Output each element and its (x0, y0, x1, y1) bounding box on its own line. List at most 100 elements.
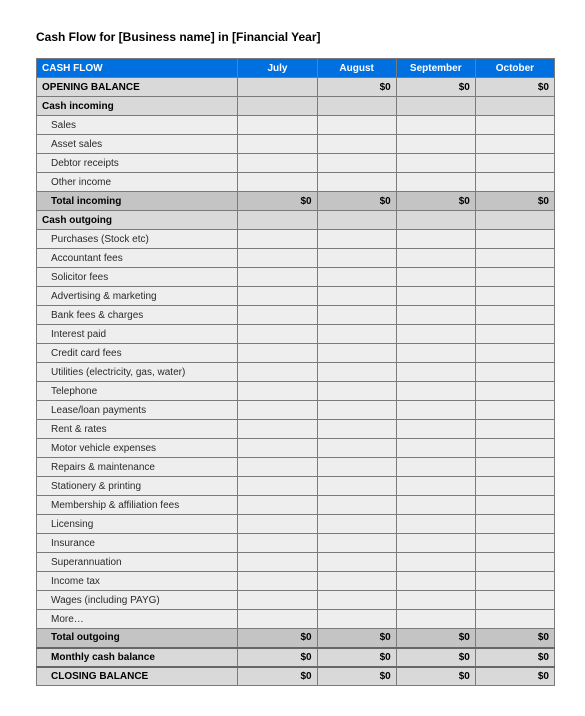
month-col: October (475, 59, 554, 78)
incoming-item-row: Debtor receipts (37, 154, 555, 173)
outgoing-item-row-val (475, 591, 554, 610)
outgoing-section-label: Cash outgoing (37, 211, 238, 230)
outgoing-item-row-label: Accountant fees (37, 249, 238, 268)
opening-balance-row-val: $0 (475, 78, 554, 97)
outgoing-item-row-label: Utilities (electricity, gas, water) (37, 363, 238, 382)
incoming-section-cell (317, 97, 396, 116)
month-col: July (238, 59, 317, 78)
outgoing-item-row-label: Bank fees & charges (37, 306, 238, 325)
outgoing-item-row-val (317, 306, 396, 325)
outgoing-item-row-val (238, 268, 317, 287)
outgoing-item-row-label: Wages (including PAYG) (37, 591, 238, 610)
opening-balance-row-val (238, 78, 317, 97)
outgoing-item-row-val (238, 230, 317, 249)
outgoing-item-row-val (475, 477, 554, 496)
outgoing-item-row-label: Superannuation (37, 553, 238, 572)
incoming-total-row-val: $0 (238, 192, 317, 211)
outgoing-item-row: Telephone (37, 382, 555, 401)
incoming-item-row-val (396, 173, 475, 192)
outgoing-item-row-val (396, 382, 475, 401)
outgoing-item-row: Insurance (37, 534, 555, 553)
outgoing-total-row-val: $0 (238, 629, 317, 648)
outgoing-item-row: Lease/loan payments (37, 401, 555, 420)
outgoing-item-row-val (317, 572, 396, 591)
outgoing-item-row-val (475, 363, 554, 382)
outgoing-item-row-label: Lease/loan payments (37, 401, 238, 420)
outgoing-item-row-label: More… (37, 610, 238, 629)
outgoing-item-row-val (238, 496, 317, 515)
incoming-item-row-val (475, 116, 554, 135)
outgoing-item-row-val (317, 515, 396, 534)
monthly-balance-row-val: $0 (475, 648, 554, 667)
outgoing-item-row-val (238, 534, 317, 553)
outgoing-item-row: Stationery & printing (37, 477, 555, 496)
outgoing-item-row-val (475, 249, 554, 268)
incoming-item-row-val (317, 116, 396, 135)
outgoing-item-row: Credit card fees (37, 344, 555, 363)
outgoing-item-row-val (475, 496, 554, 515)
incoming-item-row-val (238, 154, 317, 173)
outgoing-section-cell (475, 211, 554, 230)
incoming-item-row-val (475, 154, 554, 173)
outgoing-item-row-val (396, 306, 475, 325)
outgoing-section-cell (396, 211, 475, 230)
outgoing-item-row-val (475, 344, 554, 363)
outgoing-item-row-val (396, 363, 475, 382)
outgoing-item-row-val (475, 610, 554, 629)
outgoing-item-row: Wages (including PAYG) (37, 591, 555, 610)
outgoing-item-row: Superannuation (37, 553, 555, 572)
outgoing-item-row-label: Licensing (37, 515, 238, 534)
outgoing-item-row-val (317, 230, 396, 249)
incoming-item-row-label: Asset sales (37, 135, 238, 154)
outgoing-item-row-val (238, 553, 317, 572)
page-title: Cash Flow for [Business name] in [Financ… (36, 30, 555, 44)
opening-balance-row-label: OPENING BALANCE (37, 78, 238, 97)
outgoing-item-row: More… (37, 610, 555, 629)
outgoing-item-row: Rent & rates (37, 420, 555, 439)
outgoing-item-row-val (317, 496, 396, 515)
incoming-item-row-val (396, 116, 475, 135)
header-label: CASH FLOW (37, 59, 238, 78)
outgoing-item-row-val (396, 230, 475, 249)
outgoing-item-row-val (238, 325, 317, 344)
incoming-item-row-label: Other income (37, 173, 238, 192)
incoming-item-row: Other income (37, 173, 555, 192)
monthly-balance-row-val: $0 (238, 648, 317, 667)
outgoing-item-row-val (238, 249, 317, 268)
closing-balance-row-val: $0 (396, 667, 475, 686)
incoming-section-cell (396, 97, 475, 116)
monthly-balance-row-label: Monthly cash balance (37, 648, 238, 667)
incoming-item-row-label: Sales (37, 116, 238, 135)
outgoing-item-row-val (396, 610, 475, 629)
outgoing-item-row: Utilities (electricity, gas, water) (37, 363, 555, 382)
header-row: CASH FLOW July August September October (37, 59, 555, 78)
incoming-section-cell (475, 97, 554, 116)
outgoing-item-row-val (317, 534, 396, 553)
outgoing-item-row-val (317, 268, 396, 287)
incoming-item-row-val (396, 135, 475, 154)
closing-balance-row-label: CLOSING BALANCE (37, 667, 238, 686)
outgoing-item-row-label: Motor vehicle expenses (37, 439, 238, 458)
outgoing-item-row-label: Purchases (Stock etc) (37, 230, 238, 249)
outgoing-item-row-val (238, 287, 317, 306)
outgoing-item-row-val (396, 439, 475, 458)
outgoing-total-row-val: $0 (317, 629, 396, 648)
outgoing-item-row: Bank fees & charges (37, 306, 555, 325)
monthly-balance-row-val: $0 (396, 648, 475, 667)
outgoing-item-row-val (238, 477, 317, 496)
outgoing-item-row-val (475, 401, 554, 420)
closing-balance-row: CLOSING BALANCE$0$0$0$0 (37, 667, 555, 686)
incoming-total-row-val: $0 (396, 192, 475, 211)
outgoing-item-row-val (238, 591, 317, 610)
month-col: August (317, 59, 396, 78)
outgoing-item-row: Repairs & maintenance (37, 458, 555, 477)
outgoing-item-row: Purchases (Stock etc) (37, 230, 555, 249)
outgoing-item-row-val (396, 344, 475, 363)
outgoing-item-row-val (238, 458, 317, 477)
opening-balance-row: OPENING BALANCE$0$0$0 (37, 78, 555, 97)
outgoing-item-row-val (475, 230, 554, 249)
incoming-item-row-label: Debtor receipts (37, 154, 238, 173)
outgoing-item-row-val (238, 610, 317, 629)
incoming-item-row-val (317, 154, 396, 173)
closing-balance-row-val: $0 (475, 667, 554, 686)
